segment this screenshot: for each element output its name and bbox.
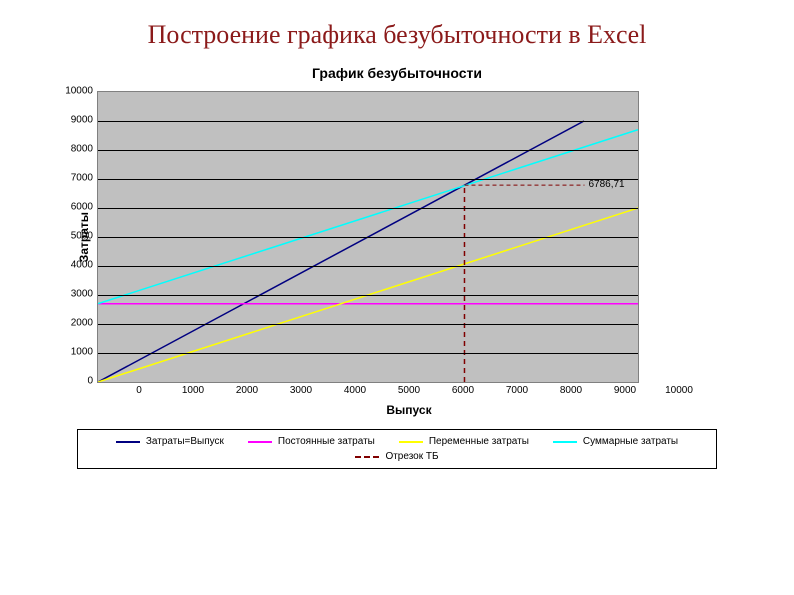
x-tick: 10000 xyxy=(665,385,693,396)
chart-title: График безубыточности xyxy=(77,65,717,81)
legend-label: Суммарные затраты xyxy=(583,436,678,447)
x-tick: 5000 xyxy=(398,385,420,396)
legend-item: Суммарные затраты xyxy=(553,436,678,447)
gridline-h xyxy=(98,237,638,238)
y-tick: 3000 xyxy=(71,289,93,300)
legend-label: Постоянные затраты xyxy=(278,436,375,447)
x-tick: 4000 xyxy=(344,385,366,396)
legend-label: Отрезок ТБ xyxy=(385,451,438,462)
gridline-h xyxy=(98,121,638,122)
y-tick: 7000 xyxy=(71,173,93,184)
plot-area: 6786,71 xyxy=(97,91,639,383)
x-axis-label: Выпуск xyxy=(139,403,679,417)
x-tick: 1000 xyxy=(182,385,204,396)
gridline-h xyxy=(98,150,638,151)
x-tick: 2000 xyxy=(236,385,258,396)
series-line xyxy=(98,121,584,382)
legend-label: Переменные затраты xyxy=(429,436,529,447)
x-axis-ticks: 0100020003000400050006000700080009000100… xyxy=(139,383,679,399)
legend-swatch xyxy=(116,441,140,443)
y-tick: 8000 xyxy=(71,144,93,155)
chart-legend: Затраты=Выпуск Постоянные затраты Переменн… xyxy=(77,429,717,469)
gridline-h xyxy=(98,179,638,180)
x-tick: 3000 xyxy=(290,385,312,396)
x-tick: 7000 xyxy=(506,385,528,396)
legend-item: Затраты=Выпуск xyxy=(116,436,224,447)
x-tick: 9000 xyxy=(614,385,636,396)
legend-swatch xyxy=(553,441,577,443)
legend-label: Затраты=Выпуск xyxy=(146,436,224,447)
y-tick: 0 xyxy=(87,376,93,387)
legend-swatch xyxy=(355,456,379,458)
gridline-h xyxy=(98,353,638,354)
y-tick: 6000 xyxy=(71,202,93,213)
y-axis-ticks: 0100020003000400050006000700080009000100… xyxy=(55,91,95,383)
annotation-label: 6786,71 xyxy=(588,179,624,190)
breakeven-chart: График безубыточности Затраты 0100020003… xyxy=(77,65,717,469)
legend-swatch xyxy=(399,441,423,443)
legend-item: Постоянные затраты xyxy=(248,436,375,447)
legend-item: Переменные затраты xyxy=(399,436,529,447)
y-tick: 2000 xyxy=(71,318,93,329)
y-tick: 1000 xyxy=(71,347,93,358)
y-tick: 10000 xyxy=(65,86,93,97)
y-tick: 4000 xyxy=(71,260,93,271)
y-tick: 5000 xyxy=(71,231,93,242)
x-tick: 8000 xyxy=(560,385,582,396)
gridline-h xyxy=(98,208,638,209)
page-title: Построение графика безубыточности в Exce… xyxy=(0,20,794,50)
legend-item: Отрезок ТБ xyxy=(355,451,438,462)
legend-swatch xyxy=(248,441,272,443)
x-tick: 6000 xyxy=(452,385,474,396)
gridline-h xyxy=(98,266,638,267)
gridline-h xyxy=(98,324,638,325)
gridline-h xyxy=(98,295,638,296)
y-tick: 9000 xyxy=(71,115,93,126)
x-tick: 0 xyxy=(136,385,142,396)
series-line xyxy=(98,130,638,304)
